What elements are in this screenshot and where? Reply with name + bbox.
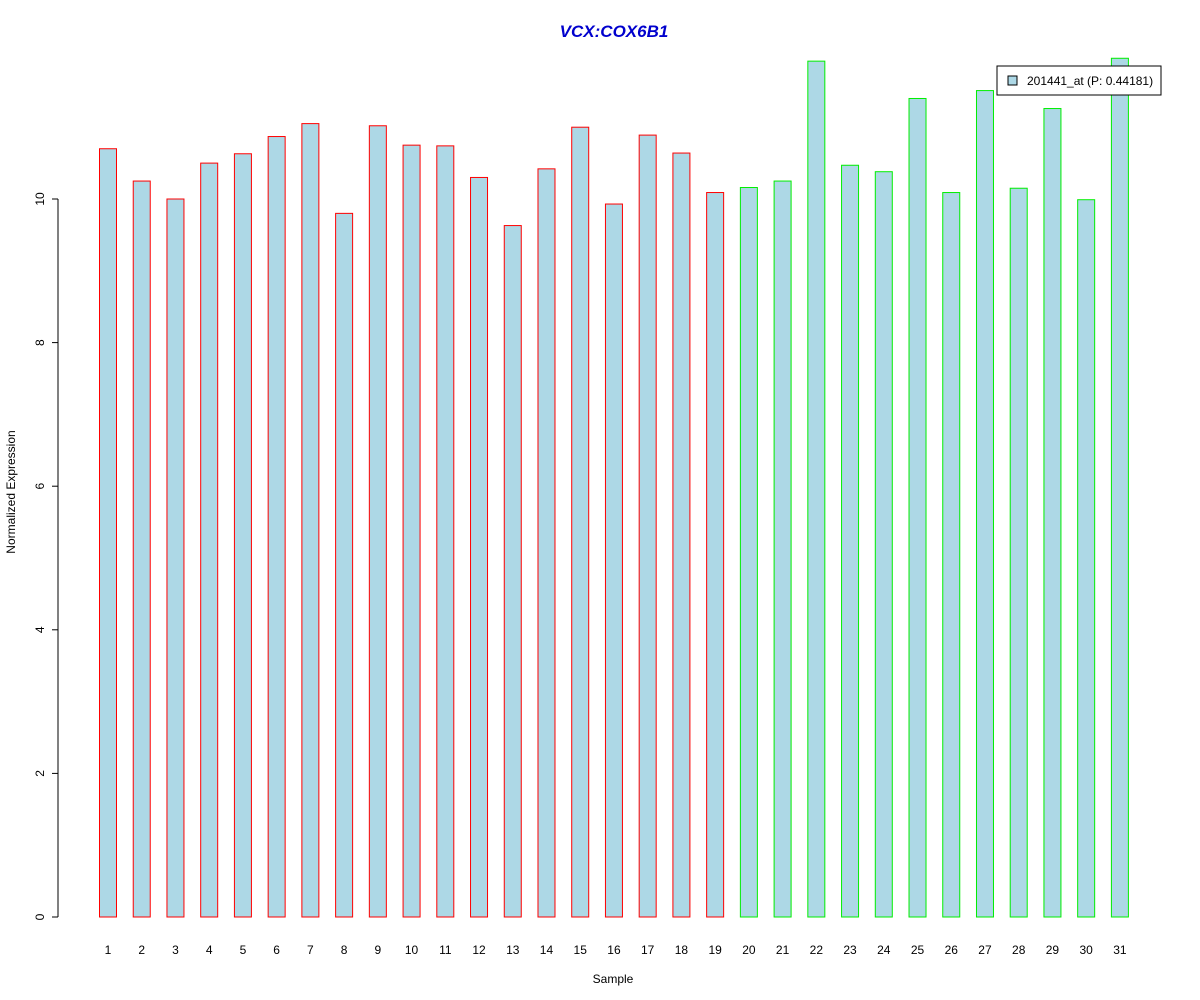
bar-sample-13	[503, 225, 522, 918]
bar-sample-18	[672, 152, 691, 918]
x-axis-labels: 1 2 3 4 5 6 7 8 9 10 11 12 13 14 15 16 17 18 19 20 21 22 23 24 2…	[105, 943, 1127, 957]
bar-sample-30	[1077, 199, 1096, 918]
x-tick-label: 23	[843, 943, 857, 957]
bar-sample-15	[571, 126, 590, 918]
bar-sample-11	[436, 145, 455, 918]
x-tick-label: 2	[138, 943, 145, 957]
bar-sample-7	[301, 123, 320, 918]
bar-sample-26	[942, 192, 961, 918]
bar-sample-20	[739, 187, 758, 918]
x-tick-label: 6	[273, 943, 280, 957]
x-tick-label: 26	[945, 943, 959, 957]
bar-sample-10	[402, 144, 421, 918]
bar-sample-22	[807, 60, 826, 918]
bar-sample-8	[335, 212, 354, 918]
x-tick-label: 15	[574, 943, 588, 957]
bar-sample-12	[470, 176, 489, 918]
x-tick-label: 14	[540, 943, 554, 957]
x-tick-label: 19	[708, 943, 722, 957]
x-tick-label: 25	[911, 943, 925, 957]
x-tick-label: 18	[675, 943, 689, 957]
y-tick-label: 4	[33, 626, 47, 633]
y-tick-label: 0	[33, 913, 47, 920]
x-tick-label: 11	[439, 943, 452, 957]
x-tick-label: 29	[1046, 943, 1060, 957]
x-tick-label: 8	[341, 943, 348, 957]
y-tick-label: 6	[33, 483, 47, 490]
bar-sample-1	[99, 148, 117, 918]
bar-sample-27	[975, 90, 994, 918]
legend-label: 201441_at (P: 0.44181)	[1027, 74, 1153, 88]
x-tick-label: 3	[172, 943, 179, 957]
y-tick-label: 10	[33, 192, 47, 206]
x-tick-label: 1	[105, 943, 112, 957]
y-axis-title: Normalized Expression	[4, 430, 18, 553]
bar-sample-29	[1043, 108, 1062, 918]
x-tick-label: 28	[1012, 943, 1026, 957]
bar-sample-24	[874, 171, 893, 918]
x-tick-label: 20	[742, 943, 756, 957]
bar-sample-5	[233, 153, 252, 918]
legend-swatch	[1007, 75, 1018, 86]
y-tick-label: 2	[33, 770, 47, 777]
bar-sample-4	[200, 162, 219, 918]
bars	[99, 57, 1129, 918]
x-tick-label: 24	[877, 943, 891, 957]
x-tick-label: 13	[506, 943, 520, 957]
bar-sample-3	[166, 198, 185, 918]
bar-sample-25	[908, 97, 927, 918]
bar-sample-9	[368, 125, 387, 918]
y-tick-label: 8	[33, 339, 47, 346]
x-tick-label: 22	[810, 943, 824, 957]
y-axis-ticks: 0 2 4 6 8 10	[33, 192, 58, 920]
x-tick-label: 9	[374, 943, 381, 957]
x-tick-label: 12	[472, 943, 486, 957]
x-tick-label: 27	[978, 943, 992, 957]
x-tick-label: 30	[1079, 943, 1093, 957]
bar-sample-31	[1110, 57, 1129, 918]
x-tick-label: 16	[607, 943, 621, 957]
x-tick-label: 21	[776, 943, 790, 957]
bar-sample-17	[638, 134, 657, 918]
x-tick-label: 7	[307, 943, 314, 957]
bar-sample-21	[773, 180, 792, 918]
x-tick-label: 10	[405, 943, 419, 957]
x-tick-label: 5	[240, 943, 247, 957]
bar-sample-6	[267, 136, 286, 918]
legend-box	[996, 65, 1162, 96]
x-axis-title: Sample	[593, 972, 634, 986]
bar-sample-19	[706, 192, 725, 918]
x-tick-label: 4	[206, 943, 213, 957]
x-tick-label: 17	[641, 943, 655, 957]
bar-sample-2	[132, 180, 151, 918]
bar-sample-14	[537, 168, 556, 918]
chart-title: VCX:COX6B1	[560, 22, 669, 41]
bar-sample-28	[1009, 187, 1028, 918]
bar-sample-23	[841, 164, 860, 918]
bar-sample-16	[604, 203, 623, 918]
x-tick-label: 31	[1113, 943, 1127, 957]
legend: 201441_at (P: 0.44181)	[996, 65, 1162, 96]
